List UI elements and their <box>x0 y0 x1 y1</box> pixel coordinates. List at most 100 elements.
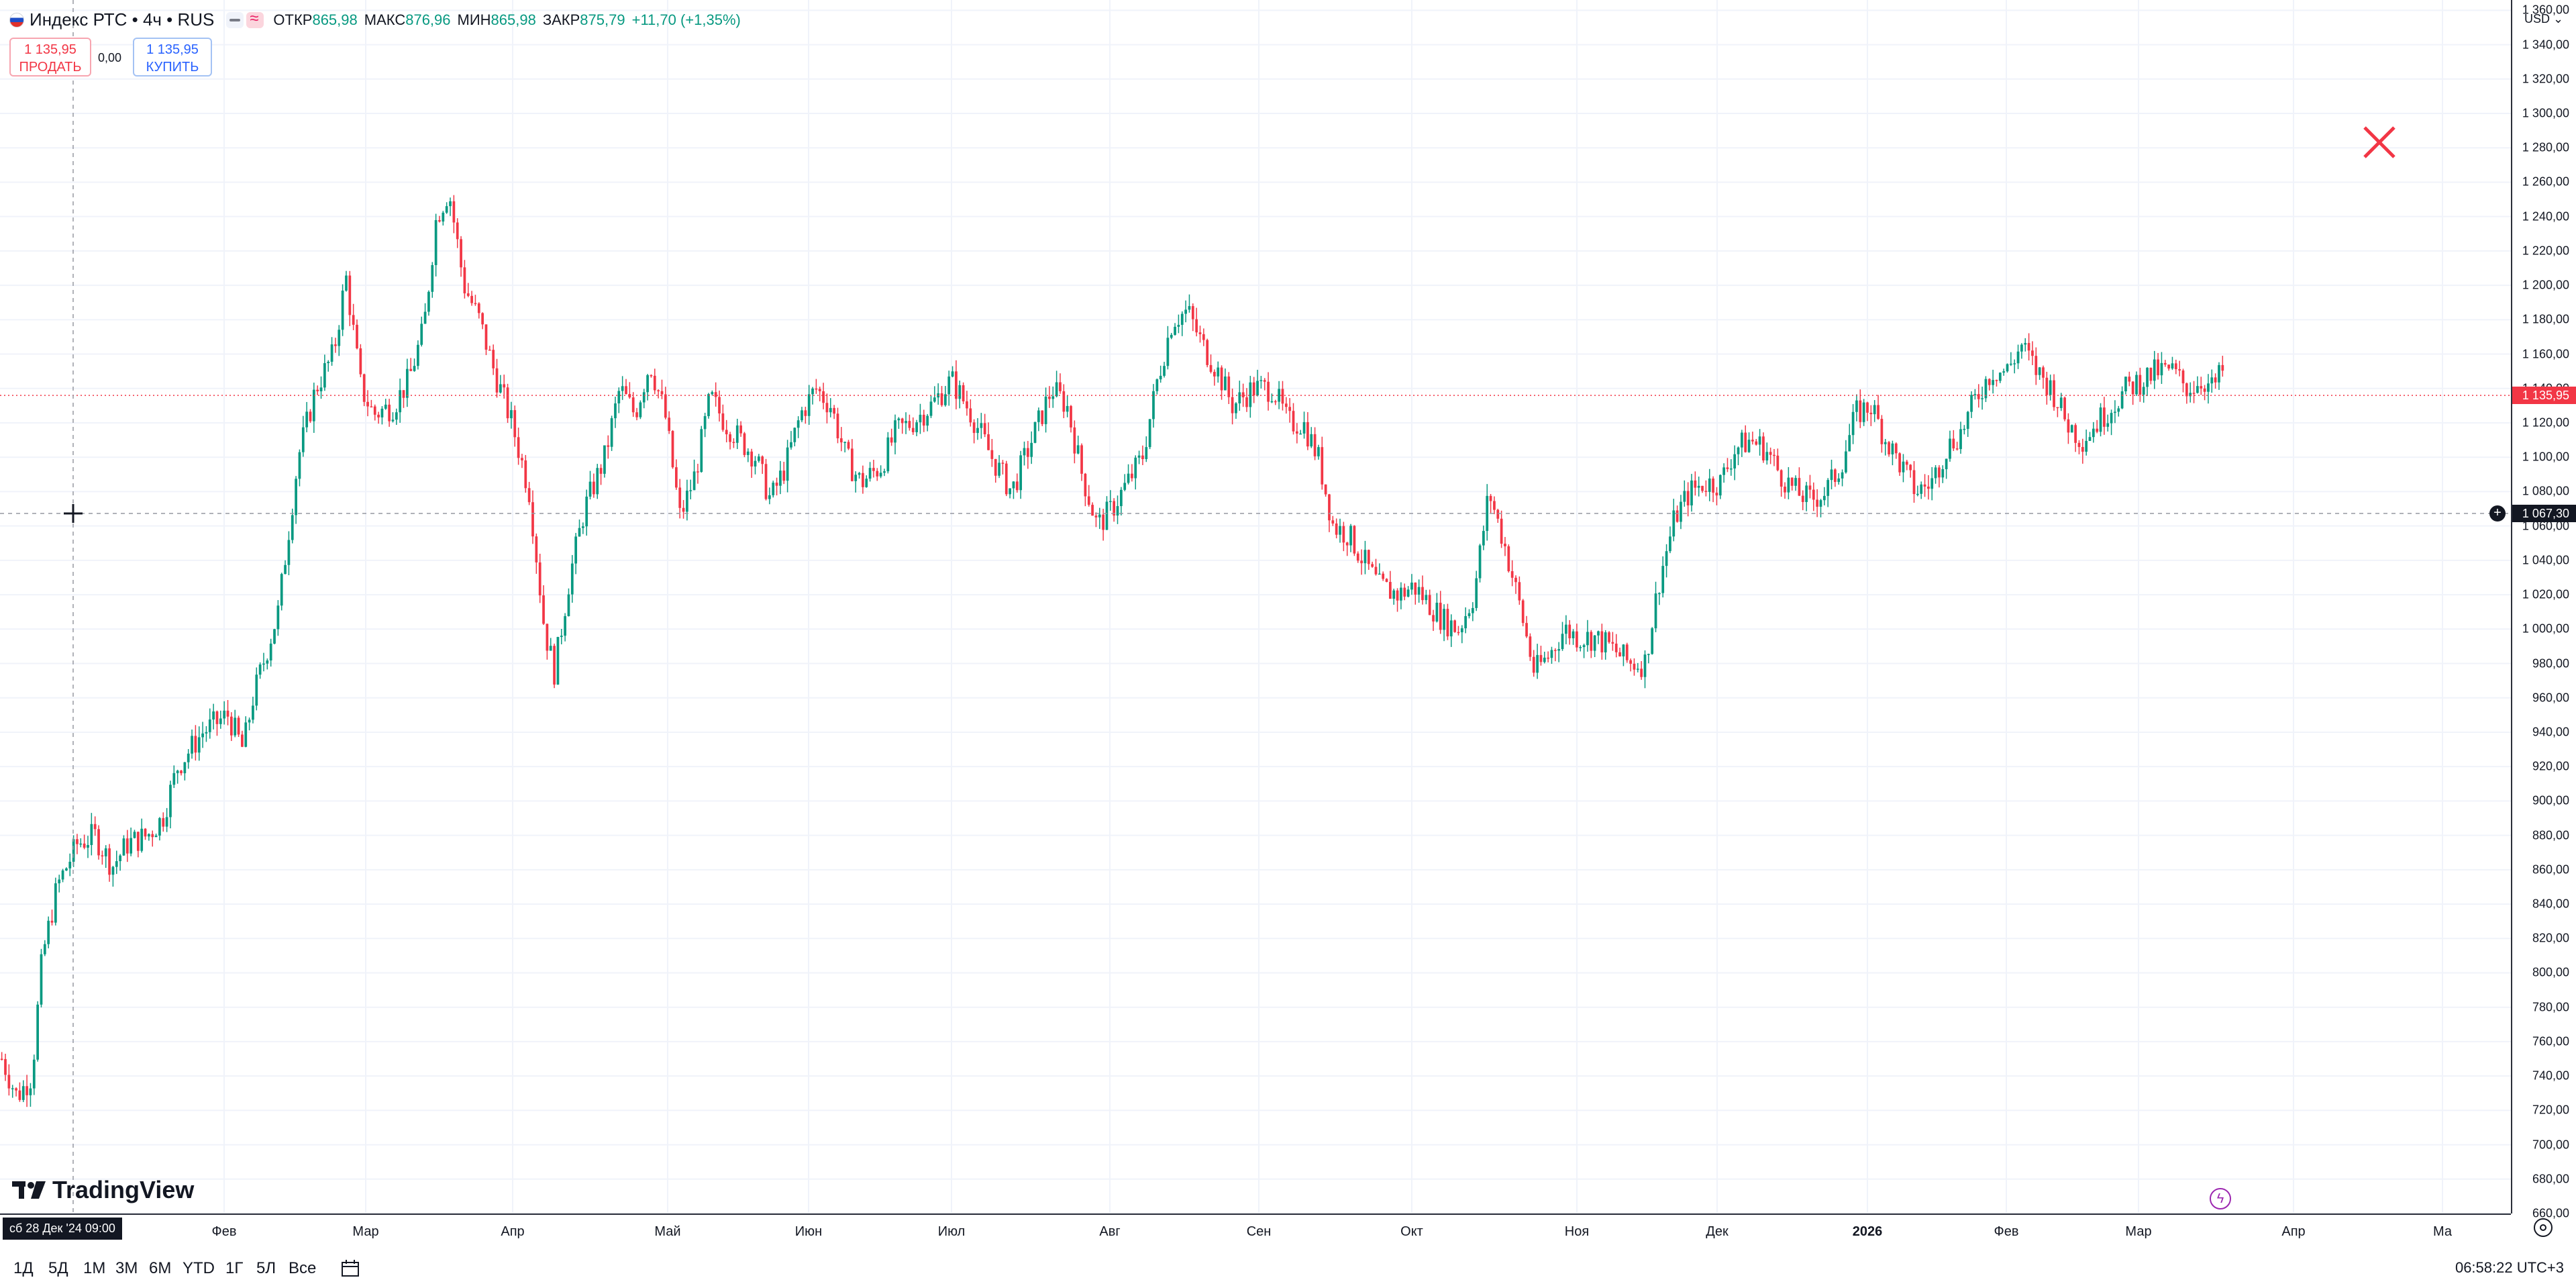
time-tick-label: Май <box>654 1224 681 1239</box>
candle <box>2096 419 2099 434</box>
candle-body <box>642 392 646 403</box>
sell-button[interactable]: 1 135,95 ПРОДАТЬ <box>9 38 91 77</box>
candle-body <box>201 733 204 738</box>
candle-body <box>1356 553 1359 561</box>
candle <box>352 303 355 330</box>
candle <box>707 393 710 419</box>
candle-body <box>556 637 560 685</box>
price-tick-label: 940,00 <box>2532 725 2569 739</box>
candle <box>1561 622 1564 651</box>
candle <box>101 850 104 865</box>
candle-body <box>521 458 523 460</box>
gear-icon[interactable] <box>2534 1218 2553 1237</box>
candle-body <box>1374 566 1378 575</box>
lightning-icon[interactable]: ϟ <box>2210 1188 2231 1209</box>
candle-body <box>1353 526 1356 554</box>
range-button[interactable]: Все <box>289 1259 317 1277</box>
candle-body <box>754 460 757 467</box>
range-button[interactable]: 1М <box>83 1259 106 1277</box>
candle <box>1798 467 1801 497</box>
candle-body <box>2002 371 2006 373</box>
symbol-title[interactable]: Индекс РТС • 4ч • RUS <box>30 9 215 30</box>
range-button[interactable]: 1Г <box>225 1259 244 1277</box>
range-button[interactable]: YTD <box>183 1259 215 1277</box>
candle-body <box>689 490 692 491</box>
candle-body <box>499 384 502 393</box>
candle <box>460 236 462 277</box>
candle <box>377 411 380 424</box>
candle-body <box>481 313 484 325</box>
candle-body <box>610 418 613 447</box>
candle <box>546 624 549 660</box>
price-tick-label: 1 240,00 <box>2522 209 2569 224</box>
candlestick-chart[interactable] <box>0 0 2511 1213</box>
candle-body <box>1324 484 1327 495</box>
candle <box>1245 388 1248 412</box>
candle-body <box>470 295 473 303</box>
tradingview-logo[interactable]: TradingView <box>12 1176 194 1204</box>
buy-button[interactable]: 1 135,95 КУПИТЬ <box>133 38 212 77</box>
price-tick-label: 1 360,00 <box>2522 3 2569 17</box>
candle-body <box>356 324 358 348</box>
candle <box>757 454 760 463</box>
candle <box>362 373 366 407</box>
eye-icon[interactable] <box>226 11 244 28</box>
candle <box>474 295 477 306</box>
calendar-icon[interactable] <box>341 1259 361 1278</box>
candle-body <box>2200 386 2203 389</box>
candle-body <box>876 470 879 477</box>
range-button[interactable]: 6М <box>149 1259 172 1277</box>
candle <box>380 406 384 425</box>
close-icon[interactable] <box>2361 123 2398 161</box>
wave-icon[interactable] <box>246 9 264 28</box>
candle-body <box>1360 560 1363 564</box>
candle <box>25 1075 28 1107</box>
candle <box>1977 384 1980 408</box>
candle-body <box>1862 402 1865 422</box>
candle <box>1055 370 1058 398</box>
price-tick-label: 1 260,00 <box>2522 175 2569 189</box>
candle <box>610 415 613 451</box>
candle <box>1930 466 1934 501</box>
candle <box>32 1054 36 1095</box>
candle <box>1729 459 1733 476</box>
range-button[interactable]: 3М <box>115 1259 138 1277</box>
candle <box>1037 407 1040 432</box>
candle <box>1744 425 1747 453</box>
time-axis[interactable]: Фев Мар Апр Май Июн Июл Авг Сен Окт Ноя Дек 2026 Фев… <box>0 1213 2511 1244</box>
candle-body <box>1460 628 1463 633</box>
candle <box>588 470 592 500</box>
candle <box>1345 542 1349 556</box>
candle-body <box>252 705 254 720</box>
candle <box>603 445 606 478</box>
candle-body <box>1378 573 1381 575</box>
range-button[interactable]: 1Д <box>13 1259 34 1277</box>
candle <box>338 325 341 356</box>
candle <box>506 383 509 424</box>
candle-body <box>104 848 107 856</box>
candle <box>739 421 742 437</box>
price-scale[interactable]: USD ⌄ 1 360,00 1 340,00 1 320,00 1 300,00 1 … <box>2511 0 2576 1220</box>
plus-icon[interactable]: + <box>2489 505 2506 522</box>
candle-body <box>1066 405 1069 412</box>
currency-selector[interactable]: USD ⌄ <box>2524 12 2564 26</box>
candle-body <box>1697 485 1700 488</box>
candle-body <box>1701 485 1704 491</box>
candle <box>2074 423 2077 452</box>
low-value: 865,98 <box>491 11 536 28</box>
candle-body <box>1690 480 1693 506</box>
candle-body <box>1590 632 1593 651</box>
candle-body <box>1547 657 1550 659</box>
candle <box>1446 603 1449 640</box>
range-button[interactable]: 5Л <box>256 1259 276 1277</box>
time-tick-label: Окт <box>1400 1224 1423 1239</box>
candle-body <box>119 855 121 862</box>
candle <box>345 270 348 292</box>
range-button[interactable]: 5Д <box>48 1259 68 1277</box>
clock[interactable]: 06:58:22 UTC+3 <box>2455 1259 2564 1276</box>
candle-body <box>1984 379 1988 399</box>
candle <box>754 456 757 475</box>
low-label: МИН <box>457 11 491 28</box>
candle-body <box>1241 392 1245 397</box>
